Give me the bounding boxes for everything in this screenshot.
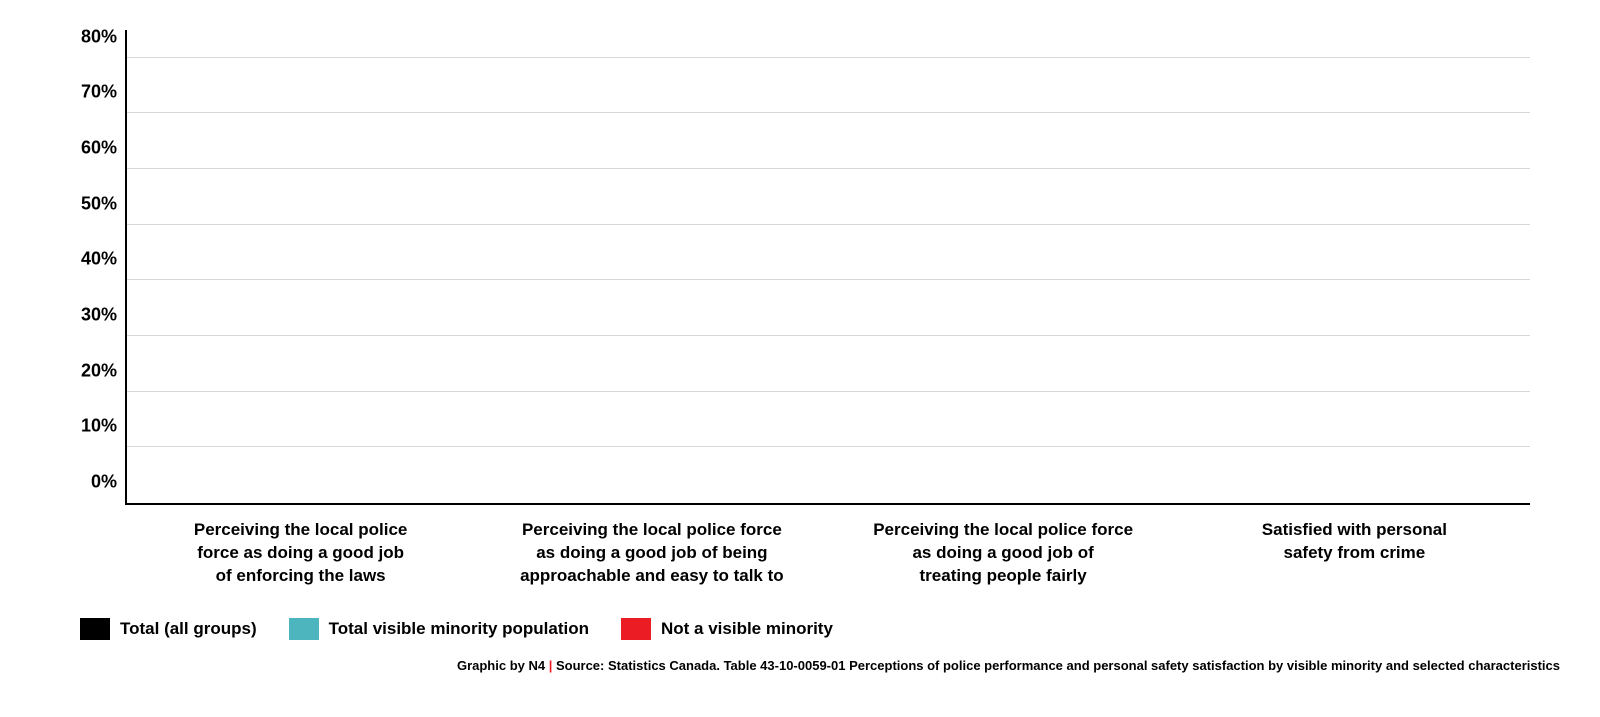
legend-swatch — [80, 618, 110, 640]
legend-item: Not a visible minority — [621, 618, 833, 640]
legend-label: Total (all groups) — [120, 619, 257, 639]
y-tick-label: 30% — [62, 305, 117, 326]
x-axis-label: Perceiving the local police forceas doin… — [476, 519, 827, 588]
y-tick-label: 80% — [62, 26, 117, 47]
x-axis-label: Perceiving the local police forceas doin… — [828, 519, 1179, 588]
legend-item: Total visible minority population — [289, 618, 589, 640]
y-tick-label: 20% — [62, 360, 117, 381]
y-tick-label: 60% — [62, 138, 117, 159]
source-prefix: Graphic by N4 — [457, 658, 545, 673]
legend-swatch — [289, 618, 319, 640]
source-attribution: Graphic by N4 | Source: Statistics Canad… — [40, 658, 1560, 673]
bar-chart: 0%10%20%30%40%50%60%70%80% Perceiving th… — [40, 30, 1560, 673]
legend-label: Not a visible minority — [661, 619, 833, 639]
y-tick-label: 40% — [62, 249, 117, 270]
x-axis-label: Satisfied with personalsafety from crime — [1179, 519, 1530, 588]
y-tick-label: 50% — [62, 193, 117, 214]
source-text: Source: Statistics Canada. Table 43-10-0… — [556, 658, 1560, 673]
y-tick-label: 10% — [62, 416, 117, 437]
legend-label: Total visible minority population — [329, 619, 589, 639]
legend-item: Total (all groups) — [80, 618, 257, 640]
y-tick-label: 0% — [62, 472, 117, 493]
legend: Total (all groups) Total visible minority… — [80, 618, 1560, 640]
x-axis-label: Perceiving the local policeforce as doin… — [125, 519, 476, 588]
x-axis-labels: Perceiving the local policeforce as doin… — [125, 519, 1530, 588]
source-separator: | — [545, 658, 556, 673]
y-tick-label: 70% — [62, 82, 117, 103]
legend-swatch — [621, 618, 651, 640]
bar-groups — [127, 30, 1530, 503]
plot-area: 0%10%20%30%40%50%60%70%80% — [125, 30, 1530, 505]
